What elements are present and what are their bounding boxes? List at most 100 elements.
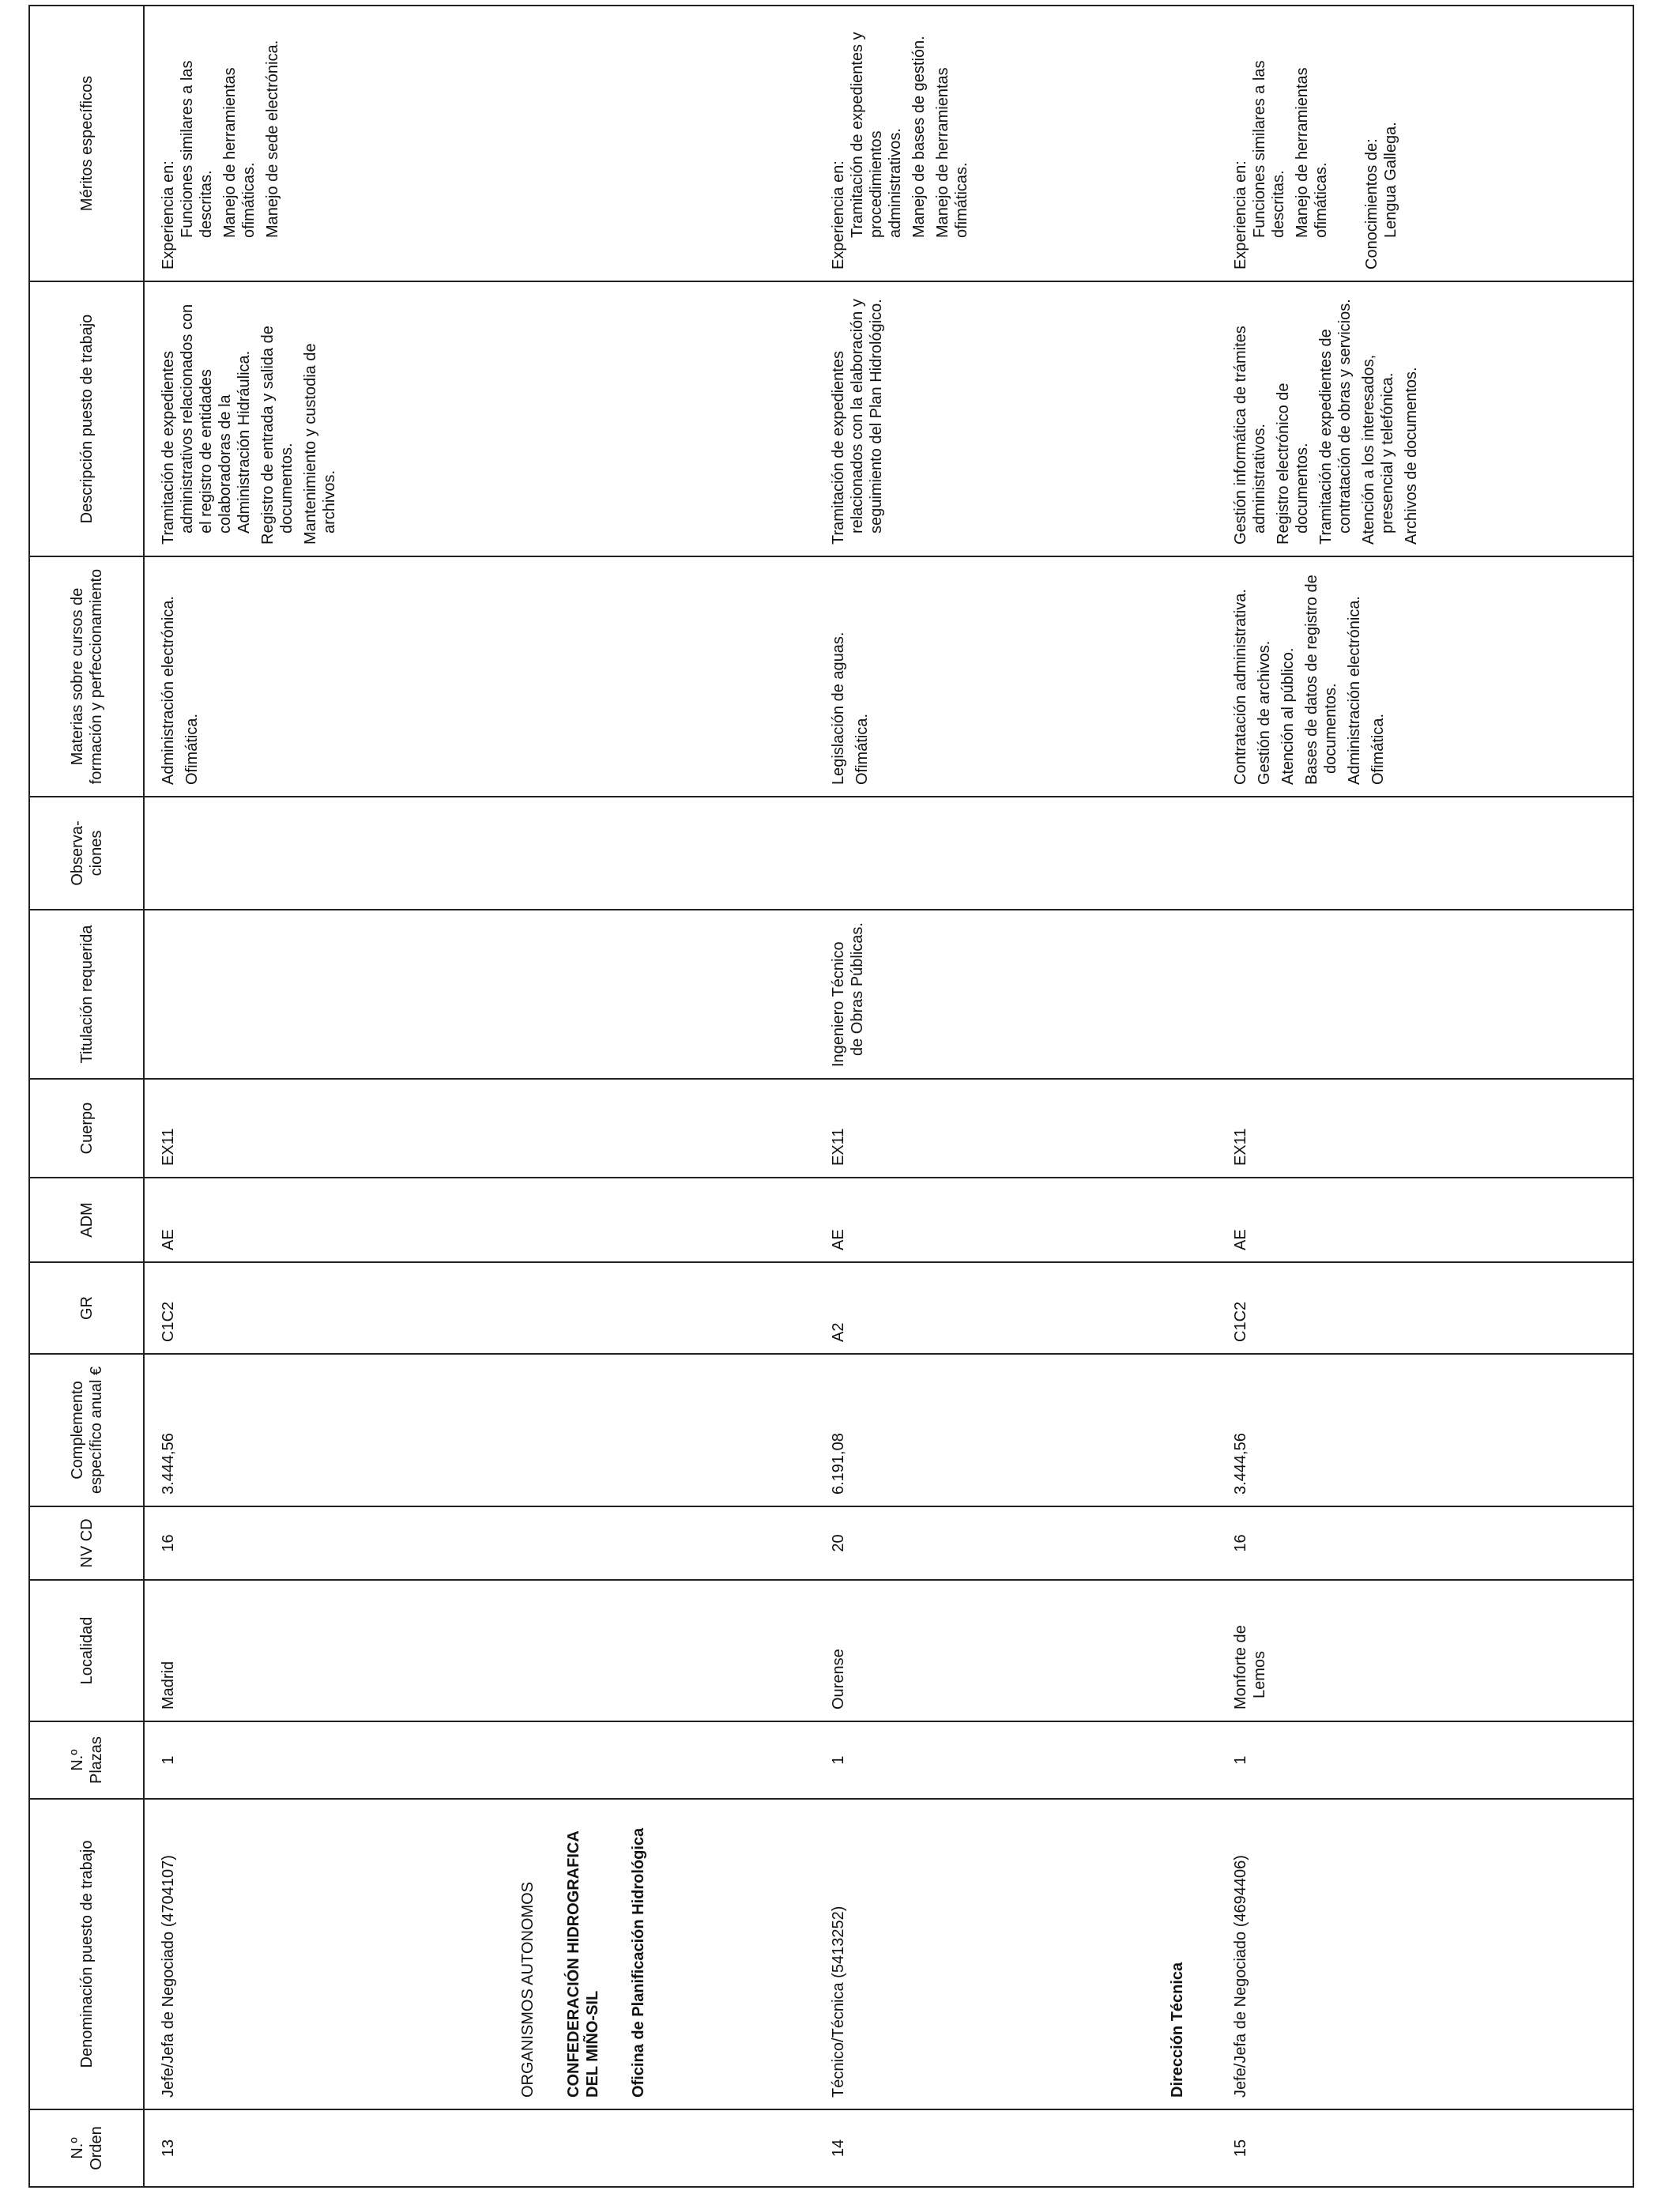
cell-text: Gestión de archivos. <box>1256 640 1273 785</box>
cell-text: EX11 <box>160 1128 177 1166</box>
cell: 20 <box>815 1506 1154 1580</box>
section-title: ORGANISMOS AUTONOMOS <box>519 1882 537 2098</box>
merit-heading: Experiencia en: <box>1232 160 1249 270</box>
cell-text: AE <box>1232 1229 1249 1250</box>
cell-text: A2 <box>830 1322 847 1342</box>
merit-item: Lengua Gallega. <box>1382 122 1399 238</box>
job-row: 14 Técnico/Técnica (5413252) 1 Ourense 20 6.1… <box>815 6 1154 2187</box>
cell-text: 14 <box>830 2139 847 2158</box>
cell-text: Tramitación de expedientes relacionados … <box>830 299 885 545</box>
cell <box>1154 1079 1217 1178</box>
cell: Jefe/Jefa de Negociado (4694406) <box>1217 1799 1633 2109</box>
cell: Técnico/Técnica (5413252) <box>815 1799 1154 2109</box>
cell <box>504 1079 815 1178</box>
cell-text: Jefe/Jefa de Negociado (4704107) <box>160 1855 177 2098</box>
cell-text: Atención al público. <box>1279 647 1297 785</box>
cell: Madrid <box>144 1580 504 1721</box>
cell-text: Administración electrónica. <box>1346 596 1363 785</box>
cell-text: Mantenimiento y custodia de archivos. <box>302 343 338 545</box>
cell-text: C1C2 <box>1232 1301 1249 1342</box>
column-header: Titulación requerida <box>29 910 144 1079</box>
cell-text: AE <box>160 1229 177 1250</box>
cell: C1C2 <box>1217 1262 1633 1354</box>
cell <box>504 1721 815 1799</box>
job-row: 15 Jefe/Jefa de Negociado (4694406) 1 Monfo… <box>1217 6 1633 2187</box>
cell-text: AE <box>830 1229 847 1250</box>
cell-text: Gestión informática de trámites administ… <box>1232 326 1268 545</box>
merit-heading: Experiencia en: <box>160 160 177 270</box>
cell-text: Ofimática. <box>183 713 201 785</box>
cell-text: 1 <box>1232 1755 1249 1765</box>
cell: EX11 <box>1217 1079 1633 1178</box>
merit-item: Manejo de herramientas ofimáticas. <box>934 67 970 238</box>
cell <box>144 797 504 910</box>
cell: AE <box>144 1178 504 1262</box>
cell: Ourense <box>815 1580 1154 1721</box>
merit-item: Manejo de bases de gestión. <box>910 36 928 238</box>
job-row: 13 Jefe/Jefa de Negociado (4704107) 1 Madri… <box>144 6 504 2187</box>
cell-text: Ourense <box>830 1649 847 1710</box>
cell <box>144 910 504 1079</box>
column-header: N.º Plazas <box>29 1721 144 1799</box>
cell-text: Tramitación de expedientes administrativ… <box>160 303 253 545</box>
cell <box>815 797 1154 910</box>
merit-item: Funciones similares a las descritas. <box>1251 60 1287 238</box>
column-header: GR <box>29 1262 144 1354</box>
cell: Experiencia en: Funciones similares a las… <box>144 6 504 281</box>
section-title: CONFEDERACIÓN HIDROGRAFICA DEL MIÑO-SIL <box>565 1830 601 2098</box>
merit-group: Conocimientos de: Lengua Gallega. <box>1362 17 1400 270</box>
cell-text: Monforte de Lemos <box>1232 1625 1268 1710</box>
cell: Gestión informática de trámites administ… <box>1217 281 1633 556</box>
cell: 6.191,08 <box>815 1354 1154 1506</box>
cell: 14 <box>815 2109 1154 2187</box>
merit-heading: Experiencia en: <box>830 160 847 270</box>
cell-text: Tramitación de expedientes de contrataci… <box>1317 299 1354 545</box>
cell: 15 <box>1217 2109 1633 2187</box>
cell: Ingeniero Técnico de Obras Públicas. <box>815 910 1154 1079</box>
cell: Legislación de aguas. Ofimática. <box>815 556 1154 797</box>
table-body: 13 Jefe/Jefa de Negociado (4704107) 1 Madri… <box>144 6 1633 2187</box>
cell <box>504 797 815 910</box>
column-header: NV CD <box>29 1506 144 1580</box>
cell <box>504 6 815 281</box>
cell: 3.444,56 <box>1217 1354 1633 1506</box>
cell: A2 <box>815 1262 1154 1354</box>
column-header: Descripción puesto de trabajo <box>29 281 144 556</box>
section-row: ORGANISMOS AUTONOMOS CONFEDERACIÓN HIDROG… <box>504 6 815 2187</box>
cell: AE <box>1217 1178 1633 1262</box>
cell <box>1154 910 1217 1079</box>
cell-text: 16 <box>1232 1534 1249 1552</box>
cell-text: Bases de datos de registro de documentos… <box>1303 575 1339 785</box>
cell <box>1217 797 1633 910</box>
cell-text: 20 <box>830 1534 847 1552</box>
cell: 3.444,56 <box>144 1354 504 1506</box>
column-header: Méritos específicos <box>29 6 144 281</box>
cell-text: Jefe/Jefa de Negociado (4694406) <box>1232 1855 1249 2098</box>
cell-text: Registro electrónico de documentos. <box>1275 383 1311 545</box>
cell-text: C1C2 <box>160 1301 177 1342</box>
cell: Administración electrónica. Ofimática. <box>144 556 504 797</box>
cell <box>504 281 815 556</box>
cell-text: 6.191,08 <box>830 1433 847 1495</box>
cell <box>504 1506 815 1580</box>
cell-text: 1 <box>160 1755 177 1765</box>
cell <box>504 556 815 797</box>
cell-text: Atención a los interesados, presencial y… <box>1360 354 1396 545</box>
column-header: Localidad <box>29 1580 144 1721</box>
cell: Experiencia en: Tramitación de expediente… <box>815 6 1154 281</box>
cell: 1 <box>1217 1721 1633 1799</box>
column-header: Denominación puesto de trabajo <box>29 1799 144 2109</box>
cell <box>504 2109 815 2187</box>
cell <box>504 1580 815 1721</box>
job-table: N.º Orden Denominación puesto de trabajo N… <box>28 5 1634 2188</box>
merit-item: Manejo de sede electrónica. <box>264 40 281 238</box>
cell-text: 16 <box>160 1534 177 1552</box>
column-header: N.º Orden <box>29 2109 144 2187</box>
merit-item: Manejo de herramientas ofimáticas. <box>1294 67 1330 238</box>
cell <box>1154 1262 1217 1354</box>
cell: 13 <box>144 2109 504 2187</box>
cell: Experiencia en: Funciones similares a las… <box>1217 6 1633 281</box>
cell <box>1154 797 1217 910</box>
cell-text: 3.444,56 <box>1232 1433 1249 1495</box>
